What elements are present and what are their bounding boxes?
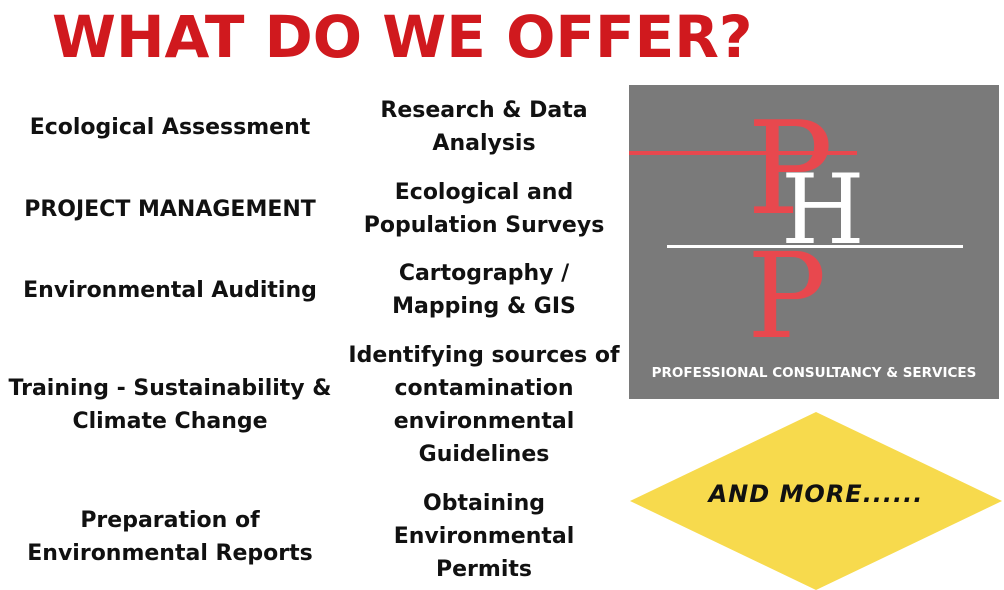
logo-letter-p-top: P [747, 95, 833, 244]
php-monogram-icon: P H P [629, 95, 963, 365]
service-label-line2: Population Surveys [363, 213, 605, 238]
diamond-fill [630, 412, 1002, 590]
service-cartography-gis: Cartography / Mapping & GIS [340, 257, 628, 323]
service-label-line2: Analysis [432, 131, 536, 156]
and-more-badge: AND MORE...... [630, 412, 1002, 590]
service-label: Ecological Assessment [29, 115, 311, 140]
service-research-data-analysis: Research & Data Analysis [340, 94, 628, 160]
service-label-line4: Guidelines [418, 442, 550, 467]
service-label-line1: Training - Sustainability & [8, 376, 332, 401]
company-logo: P H P PROFESSIONAL CONSULTANCY & SERVICE… [629, 85, 999, 399]
service-label: Environmental Auditing [23, 278, 317, 303]
logo-red-line [629, 151, 857, 155]
diamond-shape-icon [630, 412, 1002, 590]
service-label-line2: Mapping & GIS [392, 294, 576, 319]
logo-white-line [667, 245, 963, 248]
service-label-line2: Environmental [393, 524, 575, 549]
service-label-line3: environmental [393, 409, 575, 434]
service-label-line1: Preparation of [80, 508, 260, 533]
service-environmental-reports: Preparation of Environmental Reports [0, 504, 340, 570]
service-label-line1: Research & Data [380, 98, 588, 123]
service-label-line1: Ecological and [394, 180, 574, 205]
service-label-line2: contamination [394, 376, 574, 401]
logo-tagline: PROFESSIONAL CONSULTANCY & SERVICES [651, 365, 977, 381]
service-project-management: PROJECT MANAGEMENT [0, 193, 340, 226]
service-label-line1: Obtaining [423, 491, 545, 516]
service-label-line2: Environmental Reports [27, 541, 313, 566]
service-population-surveys: Ecological and Population Surveys [340, 176, 628, 242]
service-label: PROJECT MANAGEMENT [24, 197, 316, 222]
and-more-text: AND MORE...... [708, 480, 924, 508]
service-environmental-permits: Obtaining Environmental Permits [340, 487, 628, 586]
service-label-line1: Cartography / [398, 261, 570, 286]
service-label-line2: Climate Change [72, 409, 268, 434]
service-ecological-assessment: Ecological Assessment [0, 111, 340, 144]
service-label-line3: Permits [436, 557, 532, 582]
page-title: WHAT DO WE OFFER? [52, 3, 753, 71]
logo-letter-p-bottom: P [747, 227, 826, 365]
service-contamination-sources: Identifying sources of contamination env… [340, 339, 628, 471]
service-label-line1: Identifying sources of [348, 343, 620, 368]
service-environmental-auditing: Environmental Auditing [0, 274, 340, 307]
service-training: Training - Sustainability & Climate Chan… [0, 372, 340, 438]
